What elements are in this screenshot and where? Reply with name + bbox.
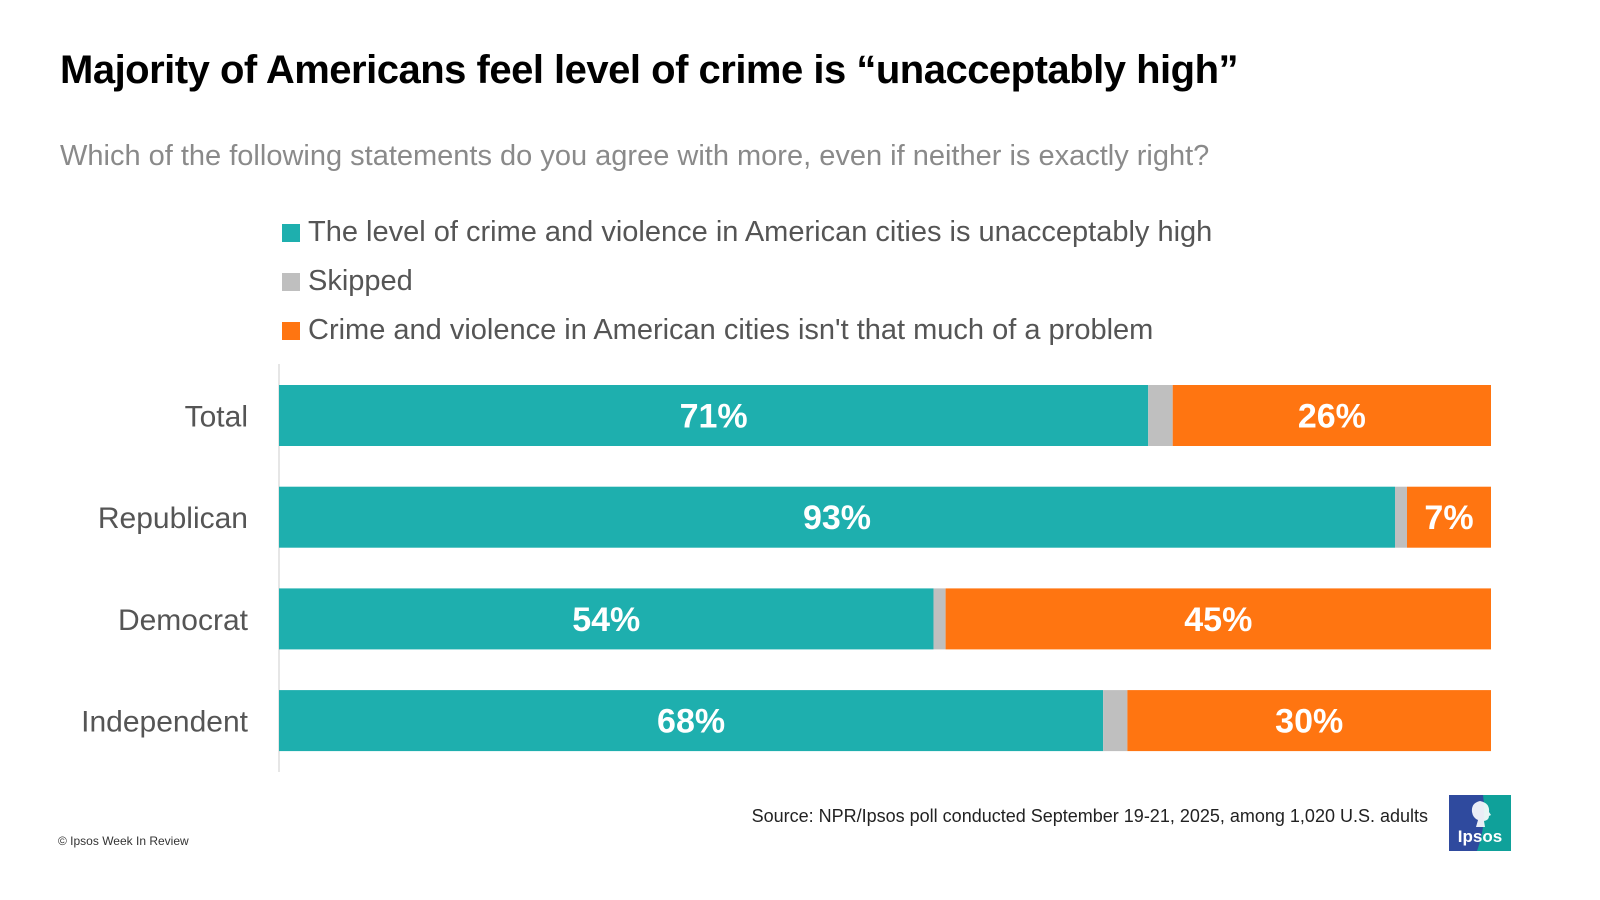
- data-label-democrat-series-0: 54%: [572, 601, 640, 639]
- category-label-republican: Republican: [98, 502, 248, 535]
- legend-item-skipped: Skipped: [282, 257, 1212, 306]
- bar-democrat-series-1: [933, 588, 946, 650]
- copyright-note: © Ipsos Week In Review: [58, 834, 189, 848]
- chart-subtitle: Which of the following statements do you…: [60, 140, 1210, 172]
- legend-item-unacceptably-high: The level of crime and violence in Ameri…: [282, 208, 1212, 257]
- stacked-bar-chart: Total 71% 26% Republican 93% 7% Democrat 54% 45%…: [81, 364, 1491, 772]
- category-label-democrat: Democrat: [118, 604, 249, 637]
- legend-label: Crime and violence in American cities is…: [308, 314, 1154, 346]
- logo-text: Ipsos: [1457, 827, 1503, 846]
- legend: The level of crime and violence in Ameri…: [282, 208, 1212, 355]
- bar-total-series-0: [279, 385, 1149, 446]
- legend-label: The level of crime and violence in Ameri…: [308, 216, 1213, 248]
- bar-republican-series-1: [1395, 486, 1407, 548]
- bar-total-series-1: [1148, 385, 1173, 446]
- legend-label: Skipped: [308, 265, 413, 297]
- legend-item-not-a-problem: Crime and violence in American cities is…: [282, 306, 1212, 355]
- data-label-total-series-2: 26%: [1298, 398, 1366, 436]
- ipsos-logo-icon: [1449, 795, 1511, 851]
- data-label-total-series-0: 71%: [680, 398, 748, 436]
- bar-independent-series-0: [279, 690, 1104, 752]
- data-label-democrat-series-2: 45%: [1184, 601, 1252, 639]
- legend-swatch-gray: [282, 272, 300, 291]
- data-label-independent-series-0: 68%: [657, 703, 725, 741]
- source-note: Source: NPR/Ipsos poll conducted Septemb…: [751, 806, 1428, 826]
- bar-democrat-series-0: [279, 588, 934, 650]
- ipsos-logo: Ipsos: [1449, 795, 1511, 851]
- data-label-republican-series-0: 93%: [803, 499, 871, 537]
- legend-swatch-teal: [282, 223, 300, 242]
- chart-title: Majority of Americans feel level of crim…: [60, 48, 1239, 92]
- bar-republican-series-0: [279, 486, 1395, 548]
- bars-group: Total 71% 26% Republican 93% 7% Democrat 54% 45%…: [81, 385, 1491, 752]
- data-label-republican-series-2: 7%: [1424, 499, 1473, 537]
- bar-republican-series-2: [1407, 486, 1491, 548]
- bar-independent-series-1: [1103, 690, 1128, 752]
- bar-independent-series-2: [1127, 690, 1491, 752]
- legend-swatch-orange: [282, 321, 300, 340]
- data-label-independent-series-2: 30%: [1275, 703, 1343, 741]
- bar-total-series-2: [1172, 385, 1491, 446]
- category-label-independent: Independent: [81, 706, 248, 739]
- bar-democrat-series-2: [945, 588, 1491, 650]
- category-label-total: Total: [185, 401, 248, 434]
